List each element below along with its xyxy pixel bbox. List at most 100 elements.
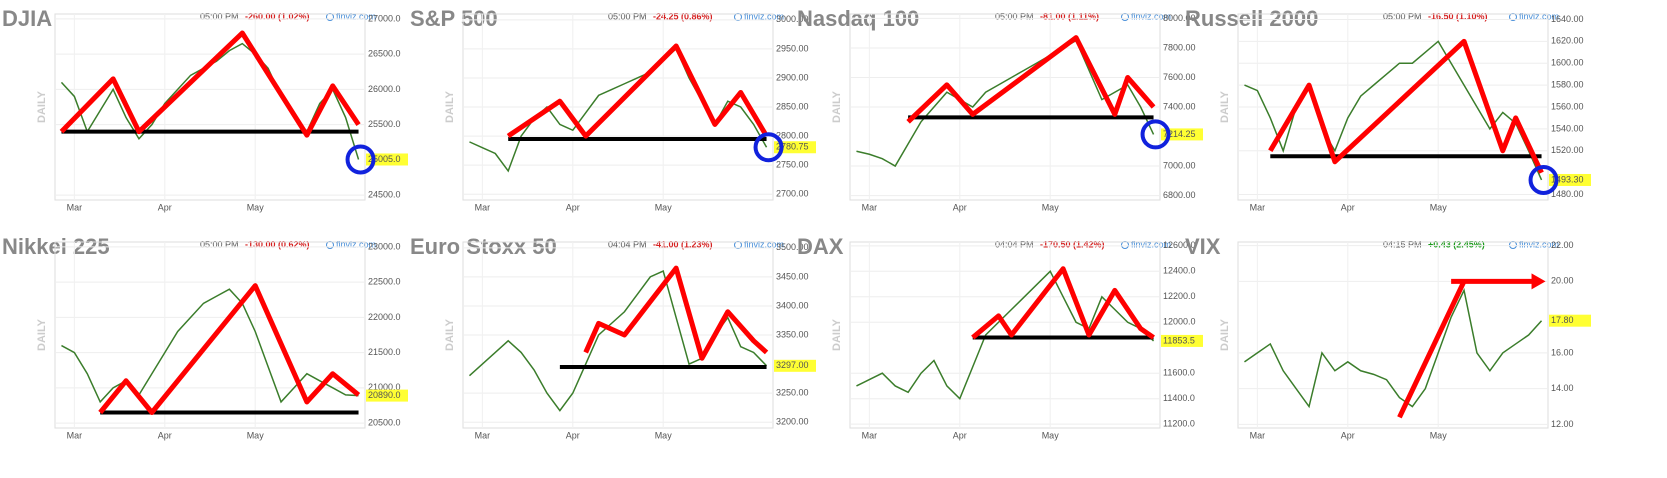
y-tick-label: 3200.00 [776, 417, 809, 427]
last-price-label: 1493.30 [1551, 174, 1584, 184]
x-tick-label: May [1430, 430, 1448, 440]
chart-title: Russell 2000 [1185, 6, 1318, 31]
y-tick-label: 20.00 [1551, 276, 1574, 286]
y-tick-label: 1520.00 [1551, 145, 1584, 155]
plot-frame [54, 241, 366, 429]
price-line [468, 270, 768, 412]
y-tick-label: 6800.00 [1163, 190, 1196, 200]
y-tick-label: 2800.00 [776, 130, 809, 140]
x-tick-label: May [1042, 202, 1060, 212]
y-tick-label: 7000.00 [1163, 160, 1196, 170]
y-tick-label: 3500.00 [776, 242, 809, 252]
last-price-box [366, 389, 408, 402]
x-tick-label: Apr [158, 202, 172, 212]
change: -16.50 (1.10%) [1428, 11, 1488, 21]
last-price-label: 11853.5 [1163, 335, 1195, 345]
time: 05:00 PM [1383, 11, 1422, 21]
y-tick-label: 25500.0 [368, 119, 401, 129]
y-tick-label: 3450.00 [776, 271, 809, 281]
x-tick-label: May [247, 430, 265, 440]
chart-panel: Russell 2000 05:00 PM -16.50 (1.10%) finviz… [1185, 6, 1591, 212]
source-icon [326, 241, 334, 249]
plot-frame [54, 13, 366, 201]
x-tick-label: Mar [862, 202, 878, 212]
y-tick-label: 12600.0 [1163, 240, 1196, 250]
y-tick-label: 27000.0 [368, 13, 401, 23]
y-tick-label: 8000.00 [1163, 13, 1196, 23]
y-tick-label: 1600.00 [1551, 58, 1584, 68]
chart-panel: DJIA 05:00 PM -260.00 (1.02%) finviz.com DAI… [2, 6, 408, 212]
plot-frame [849, 241, 1161, 429]
y-tick-label: 2900.00 [776, 72, 809, 82]
y-tick-label: 1540.00 [1551, 123, 1584, 133]
y-tick-label: 12.00 [1551, 419, 1574, 429]
last-price-box [1161, 128, 1203, 141]
y-tick-label: 3400.00 [776, 300, 809, 310]
last-price-box [366, 153, 408, 166]
time: 04:04 PM [995, 239, 1034, 249]
x-tick-label: Apr [566, 430, 580, 440]
last-price-label: 17.80 [1551, 315, 1574, 325]
chart-panel: S&P 500 05:00 PM -24.25 (0.86%) finviz.com D… [410, 6, 816, 212]
source: finviz.com [744, 11, 784, 21]
source: finviz.com [1519, 239, 1559, 249]
source: finviz.com [336, 11, 376, 21]
last-price-box [774, 141, 816, 154]
change: -260.00 (1.02%) [245, 11, 310, 21]
x-tick-label: May [655, 202, 673, 212]
last-price-box [774, 359, 816, 372]
trend-line [98, 283, 361, 415]
y-tick-label: 24500.0 [368, 189, 401, 199]
chart-title: DAX [797, 234, 844, 259]
x-tick-label: Mar [67, 202, 83, 212]
time: 04:04 PM [608, 239, 647, 249]
y-tick-label: 21000.0 [368, 382, 401, 392]
chart-title: S&P 500 [410, 6, 498, 31]
chart-title: Euro Stoxx 50 [410, 234, 557, 259]
side-label: DAILY [1219, 318, 1231, 351]
highlight-circle [753, 132, 784, 163]
trend-line [1268, 38, 1544, 174]
x-tick-label: Mar [67, 430, 83, 440]
x-tick-label: May [655, 430, 673, 440]
y-tick-label: 22000.0 [368, 312, 401, 322]
chart-title: Nikkei 225 [2, 234, 110, 259]
source-icon [1121, 13, 1129, 21]
x-tick-label: Mar [862, 430, 878, 440]
change: -170.50 (1.42%) [1040, 239, 1105, 249]
price-line [1244, 287, 1543, 409]
x-tick-label: Mar [1250, 430, 1266, 440]
x-tick-label: May [1430, 202, 1448, 212]
y-tick-label: 1580.00 [1551, 79, 1584, 89]
last-price-label: 3297.00 [776, 360, 809, 370]
x-tick-label: Apr [566, 202, 580, 212]
last-price-label: 2780.75 [776, 142, 809, 152]
side-label: DAILY [444, 90, 456, 123]
chart-panel: Euro Stoxx 50 04:04 PM -41.00 (1.23%) finvi… [410, 234, 816, 440]
chart-panel: DAX 04:04 PM -170.50 (1.42%) finviz.com DAIL… [797, 234, 1203, 440]
time: 05:00 PM [200, 239, 239, 249]
chart-title: VIX [1185, 234, 1221, 259]
change: -81.00 (1.11%) [1040, 11, 1099, 21]
y-tick-label: 2850.00 [776, 101, 809, 111]
trend-line [59, 30, 361, 138]
y-tick-label: 1480.00 [1551, 189, 1584, 199]
last-price-box [1161, 334, 1203, 347]
source: finviz.com [336, 239, 376, 249]
change: -24.25 (0.86%) [653, 11, 713, 21]
y-tick-label: 12000.0 [1163, 317, 1196, 327]
side-label: DAILY [831, 90, 843, 123]
plot-frame [1237, 241, 1549, 429]
trend-line [506, 43, 769, 139]
source: finviz.com [744, 239, 784, 249]
y-tick-label: 12400.0 [1163, 266, 1196, 276]
y-tick-label: 1560.00 [1551, 101, 1584, 111]
x-tick-label: Apr [953, 202, 967, 212]
arrow-head [1531, 273, 1546, 290]
x-tick-label: Mar [1250, 202, 1266, 212]
y-tick-label: 11200.0 [1163, 419, 1195, 429]
y-tick-label: 16.00 [1551, 347, 1574, 357]
y-tick-label: 26500.0 [368, 49, 401, 59]
side-label: DAILY [831, 318, 843, 351]
x-tick-label: Apr [1341, 202, 1355, 212]
